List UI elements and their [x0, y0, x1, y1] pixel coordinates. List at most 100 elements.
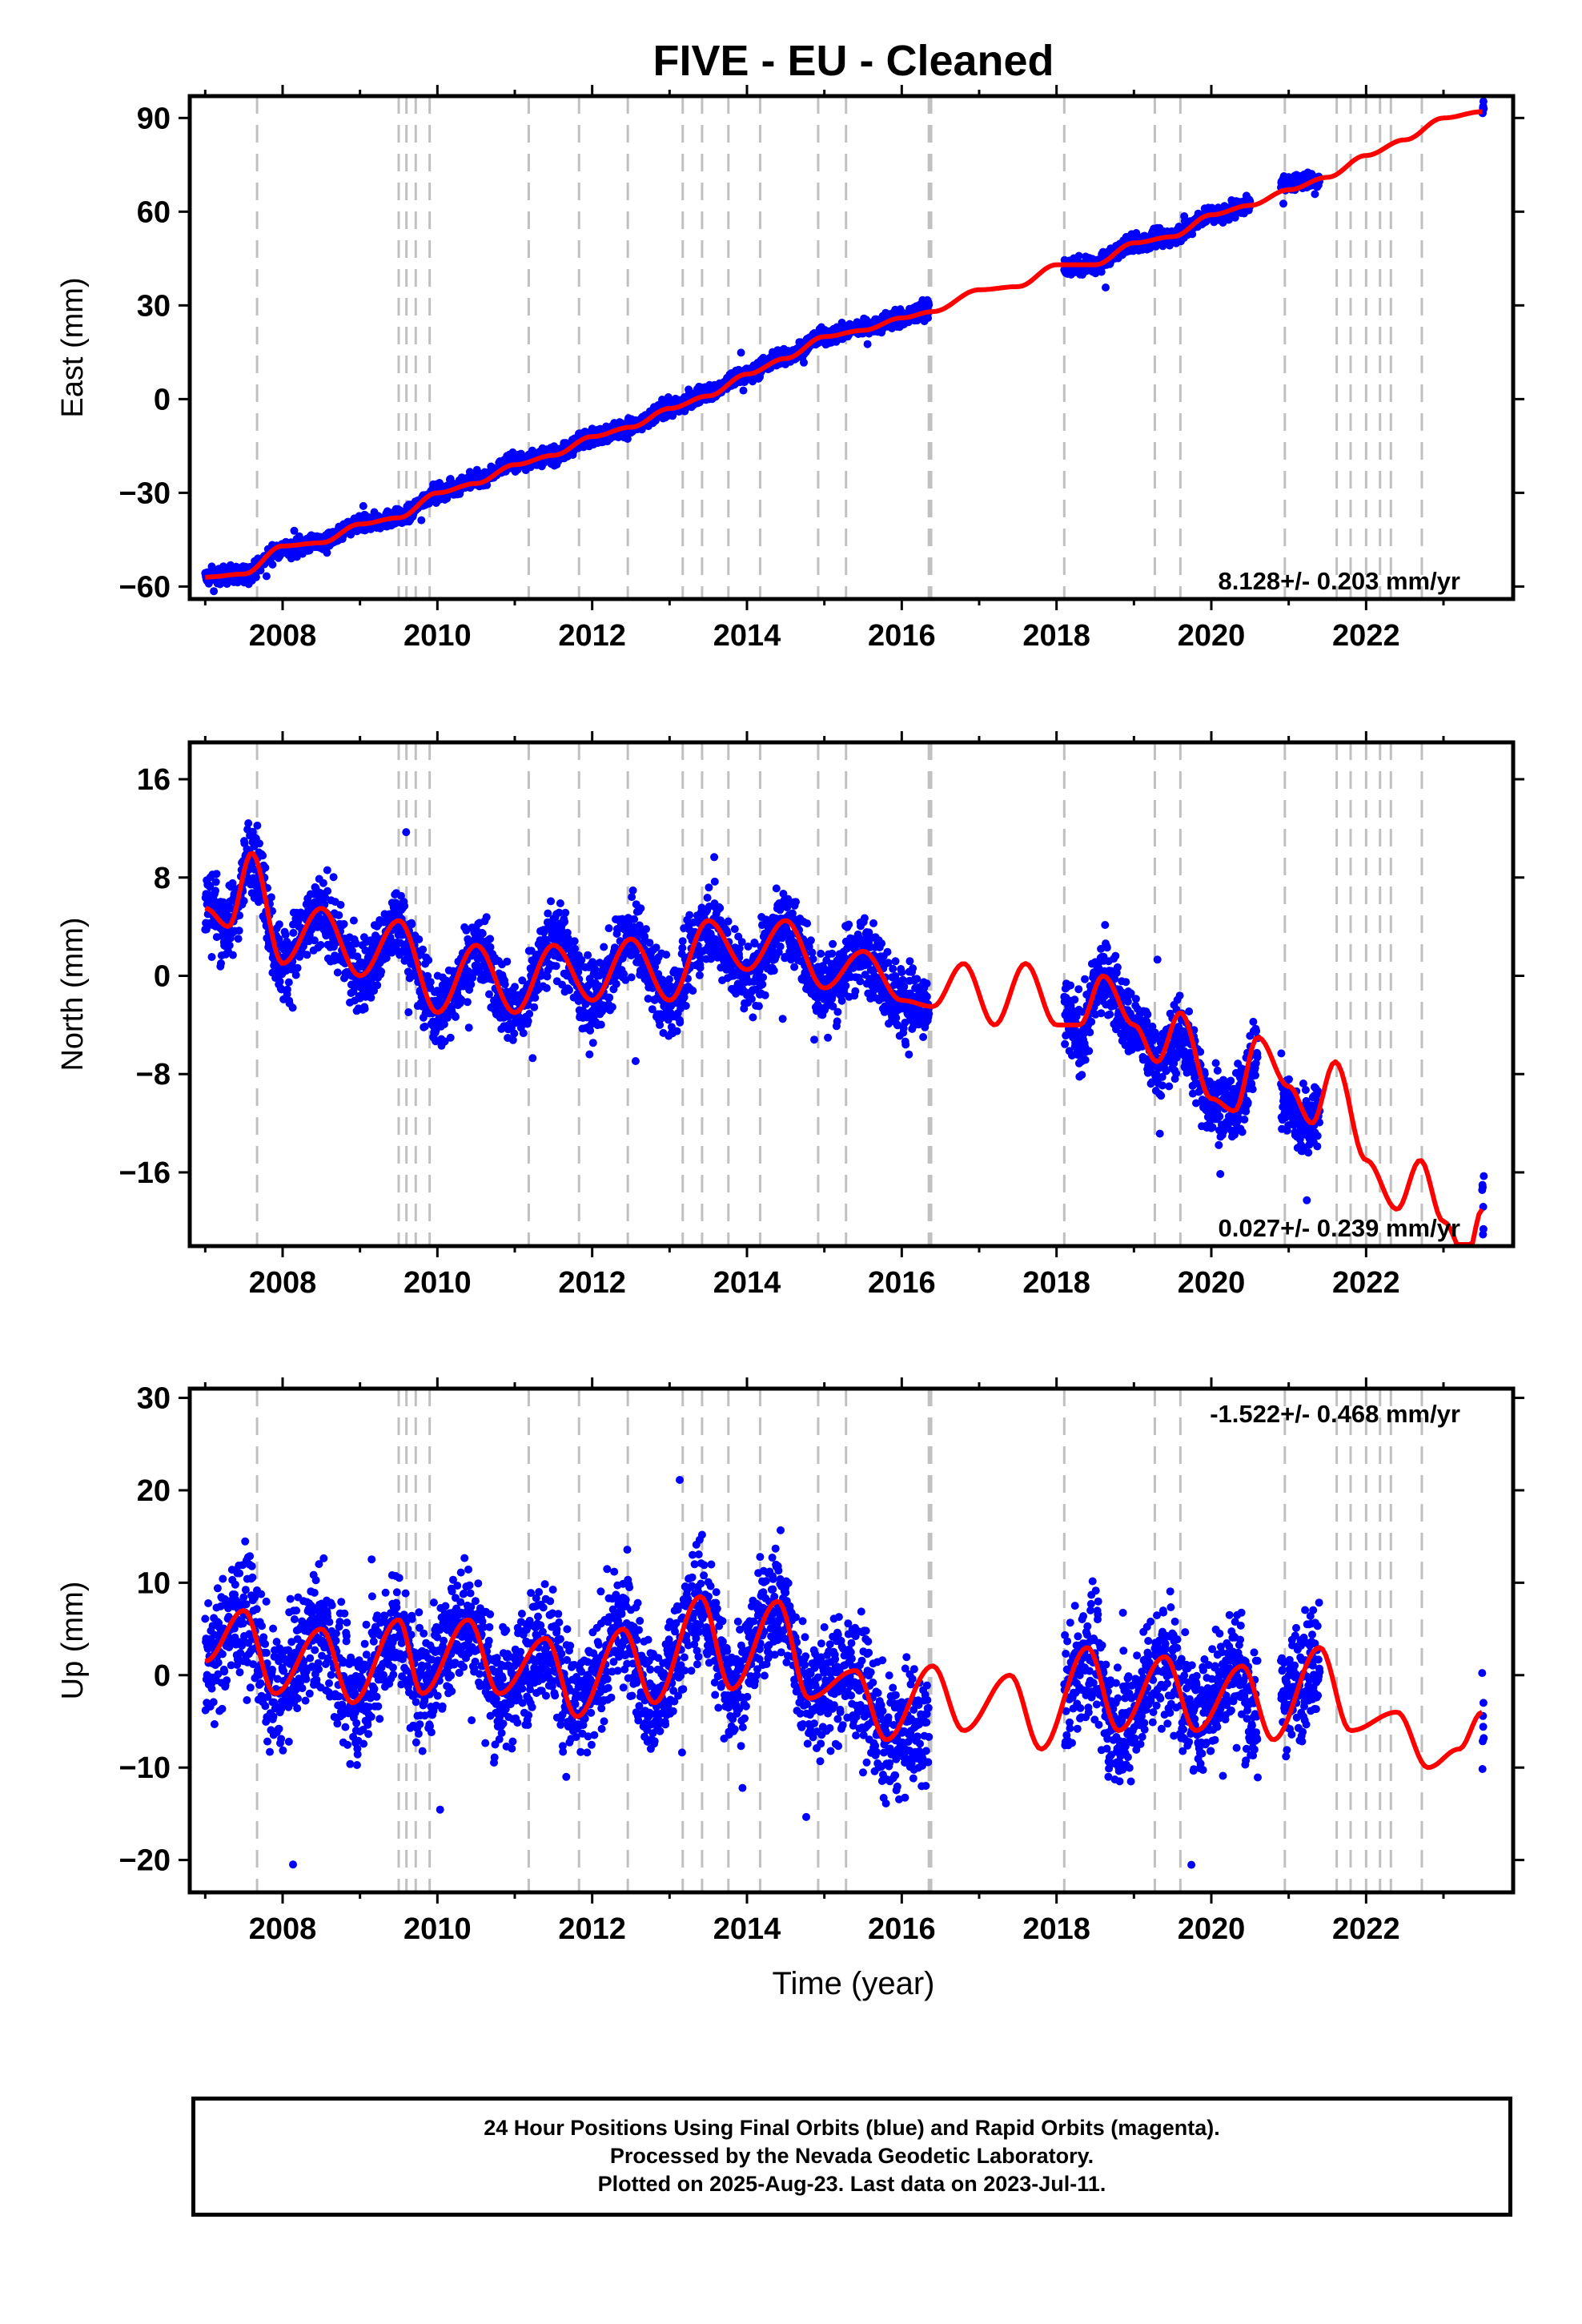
data-point — [261, 863, 270, 872]
data-point — [511, 983, 519, 991]
data-point — [235, 927, 243, 935]
x-tick-label: 2016 — [868, 619, 936, 653]
data-point — [685, 911, 694, 919]
y-tick-label: −30 — [119, 476, 171, 510]
data-point — [424, 956, 433, 964]
data-point — [525, 1010, 534, 1018]
data-point — [547, 897, 555, 906]
data-point — [373, 981, 382, 990]
data-point — [233, 578, 242, 587]
data-point — [1074, 251, 1083, 260]
y-tick-label: 60 — [137, 195, 171, 229]
y-tick-label: 0 — [154, 383, 171, 416]
y-tick-label: −60 — [119, 570, 171, 604]
data-point — [419, 945, 428, 954]
data-point — [565, 986, 573, 995]
data-point — [645, 939, 654, 947]
data-point — [402, 828, 411, 837]
data-points — [201, 819, 1488, 1239]
data-point — [404, 1008, 413, 1016]
data-point — [600, 943, 608, 951]
data-point — [863, 340, 872, 348]
data-point — [234, 935, 243, 943]
data-point — [530, 1003, 539, 1011]
data-point — [275, 920, 283, 929]
data-point — [524, 1017, 532, 1025]
data-point — [696, 963, 705, 972]
data-point — [323, 549, 331, 557]
data-point — [255, 839, 263, 848]
data-point — [207, 953, 216, 961]
data-point — [259, 851, 267, 860]
data-point — [482, 913, 491, 922]
data-point — [478, 929, 487, 938]
data-point — [253, 821, 262, 830]
data-point — [319, 879, 327, 887]
data-point — [281, 931, 290, 939]
data-point — [244, 819, 253, 827]
data-point — [631, 1057, 640, 1065]
data-point — [290, 526, 299, 535]
data-point — [400, 902, 409, 911]
data-point — [737, 348, 745, 357]
data-point — [519, 1029, 528, 1038]
data-point — [681, 1002, 690, 1010]
y-tick-label: 90 — [137, 102, 171, 135]
data-point — [367, 993, 375, 1002]
time-series-figure: FIVE - EU - Cleaned 2008 2010 2012 2014 2016… — [56, 37, 1524, 2001]
data-point — [584, 951, 592, 959]
data-point — [336, 900, 345, 909]
panel-north: 2008 2010 2012 2014 2016 2018 2020 2022−16−8081… — [56, 731, 1524, 1300]
data-point — [415, 935, 424, 943]
data-points — [201, 97, 1488, 596]
data-point — [225, 941, 234, 950]
data-point — [642, 925, 650, 934]
data-point — [1311, 190, 1319, 199]
data-point — [662, 951, 671, 959]
data-point — [561, 908, 570, 917]
x-tick-label: 2010 — [404, 619, 472, 653]
data-point — [262, 572, 271, 581]
data-point — [267, 893, 275, 902]
data-point — [596, 1020, 605, 1029]
data-point — [689, 987, 697, 995]
data-point — [486, 935, 495, 943]
data-point — [446, 1033, 455, 1042]
data-point — [467, 980, 476, 989]
data-point — [1479, 97, 1488, 106]
data-point — [673, 1027, 681, 1035]
data-point — [426, 978, 435, 987]
data-point — [678, 937, 687, 946]
data-point — [210, 587, 219, 596]
data-point — [560, 918, 569, 926]
data-point — [636, 904, 645, 913]
data-point — [211, 887, 219, 895]
data-point — [627, 973, 636, 982]
data-point — [323, 887, 332, 895]
data-point — [1102, 283, 1110, 292]
x-tick-label: 2014 — [713, 619, 781, 653]
data-point — [217, 959, 225, 967]
data-point — [486, 943, 495, 951]
data-point — [588, 1039, 597, 1047]
data-point — [925, 300, 934, 309]
data-point — [676, 1018, 685, 1027]
data-point — [359, 501, 367, 510]
x-tick-label: 2020 — [1178, 619, 1246, 653]
data-point — [323, 866, 331, 875]
x-tick-label: 2022 — [1332, 619, 1400, 653]
data-point — [239, 897, 248, 905]
chart-title: FIVE - EU - Cleaned — [652, 37, 1054, 85]
data-point — [408, 920, 416, 929]
data-point — [500, 980, 509, 989]
panel-east: 2008 2010 2012 2014 2016 2018 2020 2022−60−3003… — [56, 85, 1524, 653]
data-point — [335, 911, 343, 919]
y-tick-label: 30 — [137, 289, 171, 323]
data-point — [556, 899, 564, 907]
data-point — [228, 951, 237, 959]
data-point — [542, 983, 551, 992]
x-tick-label: 2012 — [558, 619, 626, 653]
data-point — [510, 1029, 519, 1038]
data-point — [552, 962, 560, 971]
data-point — [417, 516, 426, 525]
